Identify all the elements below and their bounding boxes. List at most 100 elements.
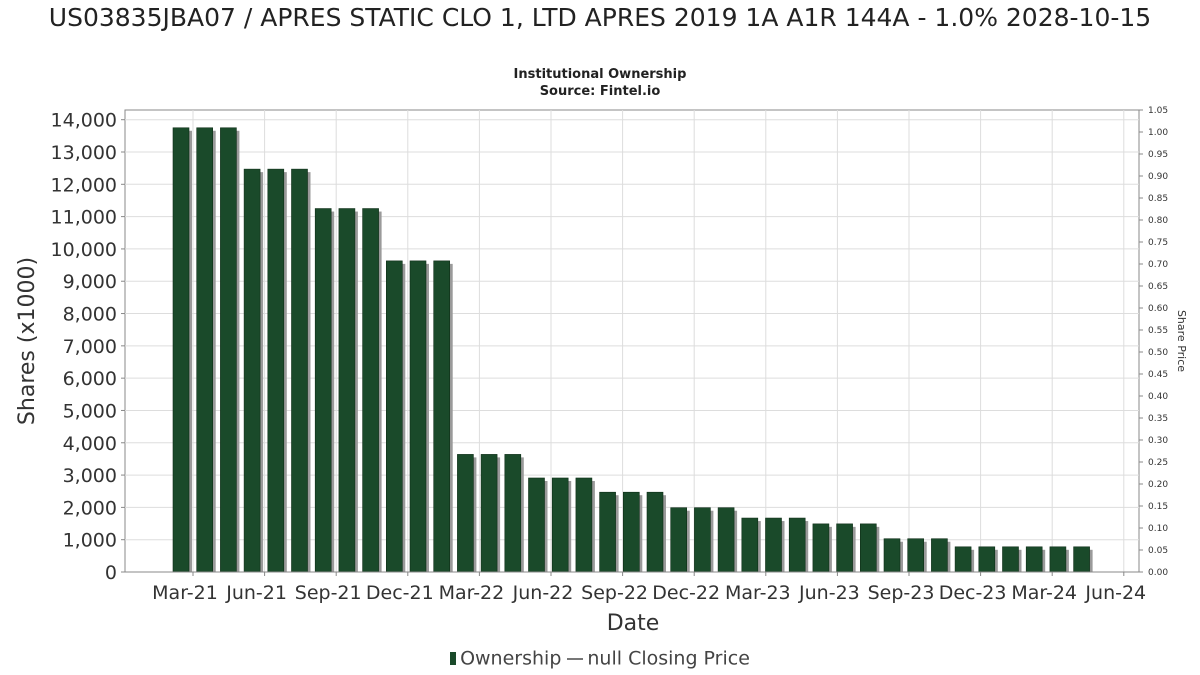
y2-tick-label: 0.10	[1148, 524, 1168, 534]
bar	[575, 477, 593, 573]
y2-tick-label: 1.05	[1148, 106, 1168, 116]
y2-tick-label: 0.15	[1148, 502, 1168, 512]
bar	[220, 127, 237, 573]
x-tick-label: Jun-21	[225, 582, 287, 604]
y2-tick-label: 0.70	[1148, 260, 1168, 270]
bar	[741, 517, 759, 573]
y-tick-label: 11,000	[51, 207, 117, 229]
legend-ownership-label: Ownership	[460, 647, 562, 670]
y-tick-label: 4,000	[63, 433, 117, 455]
bar	[172, 127, 190, 573]
x-tick-label: Mar-22	[439, 582, 505, 604]
y-tick-label: 12,000	[51, 174, 117, 196]
x-tick-label: Sep-21	[295, 582, 362, 604]
y-tick-label: 5,000	[63, 400, 117, 422]
bar	[599, 491, 616, 573]
bar	[931, 538, 948, 573]
x-tick-label: Jun-24	[1084, 582, 1146, 604]
legend-price-label: null Closing Price	[587, 647, 750, 670]
y2-tick-label: 0.75	[1148, 238, 1168, 248]
y-tick-label: 2,000	[63, 497, 117, 519]
x-axis-title: Date	[607, 611, 660, 636]
bar	[622, 491, 640, 573]
y-tick-label: 9,000	[63, 271, 117, 293]
bar	[409, 260, 427, 573]
y2-tick-label: 1.00	[1148, 128, 1168, 138]
y2-tick-label: 0.45	[1148, 370, 1168, 380]
x-tick-label: Mar-24	[1011, 582, 1077, 604]
bar	[314, 208, 332, 573]
bar	[338, 208, 356, 573]
y-tick-label: 1,000	[63, 530, 117, 552]
y-tick-label: 7,000	[63, 336, 117, 358]
bar	[457, 454, 474, 573]
y2-tick-label: 0.05	[1148, 546, 1168, 556]
chart-source: Source: Fintel.io	[539, 84, 661, 99]
bar	[907, 538, 925, 573]
y2-tick-label: 0.95	[1148, 150, 1168, 160]
bar	[196, 127, 213, 573]
bar	[551, 477, 569, 573]
bar	[954, 546, 972, 573]
bar	[859, 523, 877, 573]
ownership-swatch	[450, 652, 457, 665]
y2-tick-label: 0.40	[1148, 392, 1168, 402]
y2-tick-label: 0.85	[1148, 194, 1168, 204]
y2-tick-label: 0.00	[1148, 568, 1168, 578]
bar	[1002, 546, 1019, 573]
bar	[670, 507, 688, 573]
y-tick-label: 8,000	[63, 304, 117, 326]
bar	[433, 260, 451, 573]
bar	[1073, 546, 1090, 573]
bar	[1049, 546, 1067, 573]
chart-title: US03835JBA07 / APRES STATIC CLO 1, LTD A…	[48, 3, 1152, 32]
y-tick-label: 6,000	[63, 368, 117, 390]
y2-tick-label: 0.25	[1148, 458, 1168, 468]
bar	[267, 168, 285, 573]
legend: Ownership null Closing Price	[0, 647, 1200, 670]
bar	[480, 454, 498, 573]
bar	[694, 507, 711, 573]
y-tick-label: 0	[105, 562, 117, 584]
y-axis-title: Shares (x1000)	[15, 257, 40, 425]
bar	[717, 507, 735, 573]
bar	[243, 168, 261, 573]
x-tick-label: Sep-23	[868, 582, 935, 604]
x-tick-label: Jun-22	[512, 582, 574, 604]
y2-tick-label: 0.55	[1148, 326, 1168, 336]
bar	[291, 168, 308, 573]
bar	[528, 477, 545, 573]
x-tick-label: Dec-23	[939, 582, 1007, 604]
chart-subtitle: Institutional Ownership	[513, 67, 687, 82]
bar	[646, 491, 664, 573]
y2-tick-label: 0.30	[1148, 436, 1168, 446]
y2-tick-label: 0.60	[1148, 304, 1168, 314]
y2-tick-label: 0.50	[1148, 348, 1168, 358]
y2-tick-label: 0.80	[1148, 216, 1168, 226]
x-tick-label: Jun-23	[798, 582, 860, 604]
x-tick-label: Dec-22	[652, 582, 720, 604]
y2-tick-label: 0.35	[1148, 414, 1168, 424]
bar	[504, 454, 522, 573]
y-tick-label: 10,000	[51, 239, 117, 261]
y-tick-label: 13,000	[51, 142, 117, 164]
bar	[836, 523, 853, 573]
bar	[385, 260, 403, 573]
bar	[812, 523, 830, 573]
y2-axis-title: Share Price	[1175, 310, 1188, 372]
x-tick-label: Mar-23	[725, 582, 791, 604]
price-swatch	[567, 657, 584, 660]
bar	[765, 517, 782, 573]
bar	[1025, 546, 1043, 573]
y2-tick-label: 0.90	[1148, 172, 1168, 182]
y-tick-label: 3,000	[63, 465, 117, 487]
y-tick-label: 14,000	[51, 110, 117, 132]
y2-tick-label: 0.65	[1148, 282, 1168, 292]
x-tick-label: Mar-21	[152, 582, 218, 604]
bar	[788, 517, 806, 573]
bar	[883, 538, 901, 573]
bar	[362, 208, 379, 573]
y2-tick-label: 0.20	[1148, 480, 1168, 490]
x-tick-label: Dec-21	[366, 582, 434, 604]
